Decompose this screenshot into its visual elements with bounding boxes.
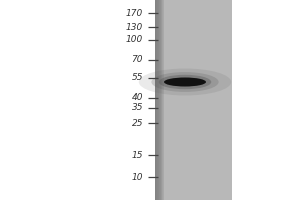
Text: 35: 35 (131, 104, 143, 112)
Bar (155, 0, 164, 200)
Text: 15: 15 (131, 150, 143, 160)
Bar (155, 0, 156, 200)
Bar (155, 0, 159, 200)
Bar (155, 0, 164, 200)
Bar (155, 0, 162, 200)
Bar (155, 0, 160, 200)
Bar (155, 0, 158, 200)
Bar (155, 0, 232, 200)
Bar (155, 0, 161, 200)
Text: 170: 170 (126, 8, 143, 18)
Ellipse shape (139, 68, 231, 96)
Text: 40: 40 (131, 94, 143, 102)
Ellipse shape (159, 75, 211, 89)
Text: 70: 70 (131, 55, 143, 64)
Text: 10: 10 (131, 172, 143, 182)
Bar (155, 0, 157, 200)
Bar (155, 0, 158, 200)
Bar (155, 0, 159, 200)
Bar (155, 0, 162, 200)
Bar (155, 0, 160, 200)
Text: 25: 25 (131, 118, 143, 128)
Ellipse shape (152, 72, 219, 92)
Text: 130: 130 (126, 22, 143, 31)
Bar (155, 0, 156, 200)
Ellipse shape (164, 77, 206, 86)
Text: 55: 55 (131, 73, 143, 82)
Bar (155, 0, 163, 200)
Text: 100: 100 (126, 36, 143, 45)
